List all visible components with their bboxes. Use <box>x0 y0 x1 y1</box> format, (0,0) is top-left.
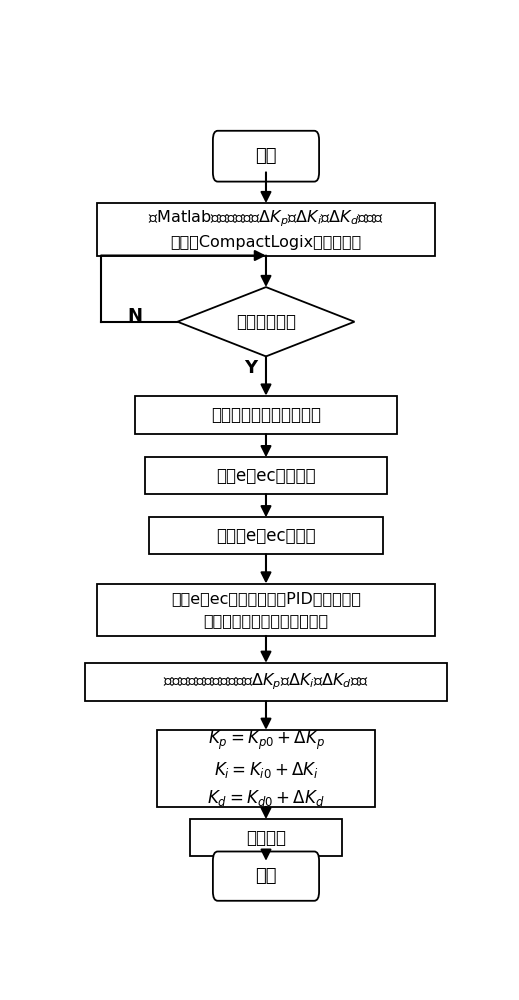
Text: 采样时间到？: 采样时间到？ <box>236 313 296 331</box>
Text: 开始: 开始 <box>255 147 277 165</box>
FancyBboxPatch shape <box>213 852 319 901</box>
Text: Y: Y <box>244 359 257 377</box>
Text: N: N <box>128 307 143 325</box>
Bar <box>149 517 383 554</box>
Bar <box>145 457 387 494</box>
Bar <box>85 663 447 701</box>
Bar <box>189 819 343 856</box>
Polygon shape <box>177 287 354 356</box>
Bar <box>97 584 435 636</box>
FancyBboxPatch shape <box>213 131 319 182</box>
Text: 输入量滤波、整定、量化: 输入量滤波、整定、量化 <box>211 406 321 424</box>
Text: 输出控制: 输出控制 <box>246 829 286 847</box>
Bar <box>97 203 435 256</box>
Text: 将Matlab环境下建立的$\Delta K_p$、$\Delta K_i$、$\Delta K_d$查询表
存储在CompactLogix指定内存中: 将Matlab环境下建立的$\Delta K_p$、$\Delta K_i$、$… <box>148 208 384 250</box>
Text: 查模糊控制查询表，确定$\Delta K_p$、$\Delta K_i$、$\Delta K_d$的值: 查模糊控制查询表，确定$\Delta K_p$、$\Delta K_i$、$\D… <box>163 672 369 692</box>
Text: 结束: 结束 <box>255 867 277 885</box>
Bar <box>157 730 375 807</box>
Text: 建立e、ec模糊论域: 建立e、ec模糊论域 <box>216 467 316 485</box>
Text: 输入量e、ec模糊化: 输入量e、ec模糊化 <box>216 527 316 545</box>
Text: 根据e和ec的模糊量确定PID参数变化量
所在模糊控制查询表中的位置: 根据e和ec的模糊量确定PID参数变化量 所在模糊控制查询表中的位置 <box>171 591 361 628</box>
Text: $K_p = K_{p0} + \Delta K_p$
$K_i = K_{i0} + \Delta K_i$
$K_d = K_{d0} + \Delta K: $K_p = K_{p0} + \Delta K_p$ $K_i = K_{i0… <box>207 728 325 808</box>
Bar <box>135 396 397 434</box>
